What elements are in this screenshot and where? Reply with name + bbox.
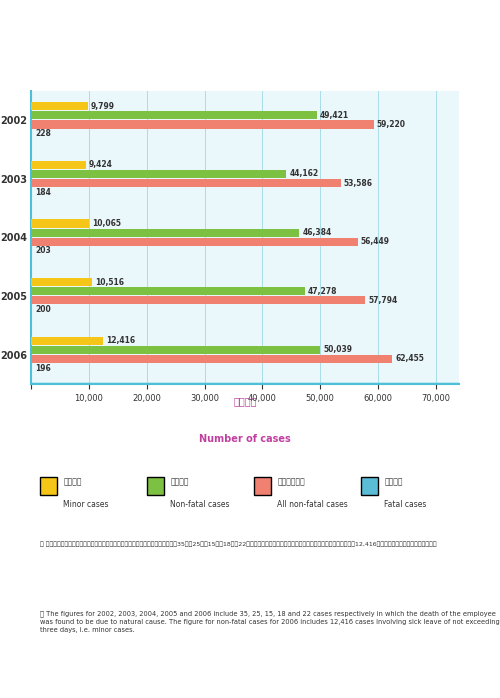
Text: Fatal cases: Fatal cases <box>384 500 426 509</box>
FancyBboxPatch shape <box>146 477 164 496</box>
Bar <box>31 228 299 237</box>
Text: 9,799: 9,799 <box>90 102 114 111</box>
Text: 47,278: 47,278 <box>308 287 337 296</box>
Text: ＊ The figures for 2002, 2003, 2004, 2005 and 2006 include 35, 25, 15, 18 and 22 : ＊ The figures for 2002, 2003, 2004, 2005… <box>40 611 500 633</box>
Text: 200: 200 <box>35 305 51 314</box>
Text: 9,424: 9,424 <box>88 161 112 170</box>
Text: Non-fatal cases: Non-fatal cases <box>170 500 230 509</box>
Bar <box>31 219 90 228</box>
Text: Figure 6.4  Number of Cases Reported under the Employees' Compensation: Figure 6.4 Number of Cases Reported unde… <box>40 43 344 52</box>
Text: 所有受傷個案: 所有受傷個案 <box>277 477 305 486</box>
Bar <box>31 246 32 255</box>
Text: 56,449: 56,449 <box>360 237 390 246</box>
Bar <box>31 305 32 313</box>
Bar <box>31 120 374 128</box>
Bar <box>31 296 366 304</box>
Bar <box>31 237 358 246</box>
Bar <box>31 278 92 286</box>
Bar <box>31 364 32 372</box>
Bar <box>31 287 304 295</box>
Text: 62,455: 62,455 <box>395 355 424 364</box>
Bar <box>31 346 320 354</box>
Text: 圖六．四  二零零二年至二零零六年根據僱員補償條例呈報的個案數目*: 圖六．四 二零零二年至二零零六年根據僱員補償條例呈報的個案數目* <box>40 13 212 22</box>
FancyBboxPatch shape <box>254 477 271 496</box>
Text: 228: 228 <box>36 129 52 138</box>
Text: 53,586: 53,586 <box>344 179 373 188</box>
Text: 184: 184 <box>35 188 51 197</box>
FancyBboxPatch shape <box>40 477 57 496</box>
Text: Ordinance from 2002 to 2006*: Ordinance from 2002 to 2006* <box>110 75 234 83</box>
Text: 196: 196 <box>35 364 51 373</box>
Bar <box>31 170 286 178</box>
Text: Number of cases: Number of cases <box>199 434 291 444</box>
Text: 12,416: 12,416 <box>106 336 135 346</box>
Text: Minor cases: Minor cases <box>64 500 109 509</box>
Text: 203: 203 <box>35 246 51 255</box>
Text: 受傷個案: 受傷個案 <box>170 477 188 486</box>
Text: ＊ 二零零二年、二零零三年、二零零四年、二零零五年及二零零六年的數字分別有35宗、25宗、15宗、18宗及22宗僱員因自然原因死亡的個案。二零零六年受傷個案的數: ＊ 二零零二年、二零零三年、二零零四年、二零零五年及二零零六年的數字分別有35宗… <box>40 542 436 547</box>
Text: 46,384: 46,384 <box>302 228 332 237</box>
Bar <box>31 161 86 169</box>
Text: 57,794: 57,794 <box>368 296 398 305</box>
Bar <box>31 336 103 345</box>
Text: All non-fatal cases: All non-fatal cases <box>277 500 348 509</box>
Bar <box>31 102 88 110</box>
Text: 10,065: 10,065 <box>92 219 121 228</box>
Bar <box>31 355 393 363</box>
FancyBboxPatch shape <box>360 477 378 496</box>
Bar <box>31 111 317 119</box>
Text: 44,162: 44,162 <box>290 170 318 179</box>
Text: 10,516: 10,516 <box>95 278 124 287</box>
Text: 輕傷個案: 輕傷個案 <box>64 477 82 486</box>
Bar <box>31 188 32 196</box>
Bar <box>31 179 341 187</box>
Bar <box>31 129 32 138</box>
Text: 50,039: 50,039 <box>324 346 352 355</box>
Text: 49,421: 49,421 <box>320 111 349 120</box>
Text: 個案數目: 個案數目 <box>234 396 257 406</box>
Text: 59,220: 59,220 <box>376 120 406 129</box>
Text: 死亡個案: 死亡個案 <box>384 477 402 486</box>
